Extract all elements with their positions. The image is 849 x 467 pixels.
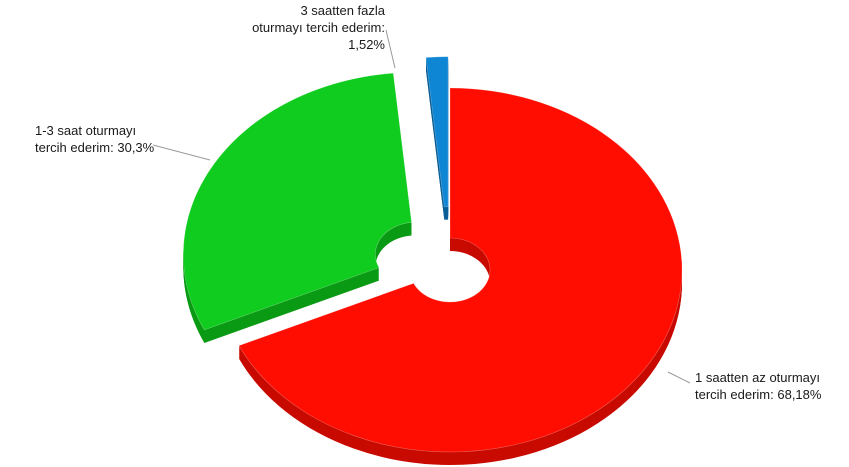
slice-label: 1 saatten az oturmayı tercih ederim: 68,1… <box>695 370 822 402</box>
slice-label-line: 1 saatten az oturmayı <box>695 370 820 385</box>
slice-label: 3 saatten fazla oturmayı tercih ederim: 1,… <box>252 3 386 52</box>
pie-slice <box>425 56 449 208</box>
slice-label-line: 1,52% <box>348 37 385 52</box>
slice-label-line: oturmayı tercih ederim: <box>252 20 385 35</box>
slice-label-line: 3 saatten fazla <box>300 3 385 18</box>
label-layer: 1 saatten az oturmayı tercih ederim: 68,1… <box>35 3 822 402</box>
leader-line <box>152 144 211 161</box>
pie-slice <box>238 87 683 453</box>
slice-label-line: 1-3 saat oturmayı <box>35 123 136 138</box>
leader-line <box>385 29 396 69</box>
slice-label-line: tercih ederim: 68,18% <box>695 387 822 402</box>
slice-label-line: tercih ederim: 30,3% <box>35 140 155 155</box>
leader-line <box>667 371 691 384</box>
slice-label: 1-3 saat oturmayı tercih ederim: 30,3% <box>35 123 155 155</box>
pie-slice <box>183 72 412 331</box>
leader-line-layer <box>152 29 691 384</box>
slice-top-layer <box>183 56 683 453</box>
